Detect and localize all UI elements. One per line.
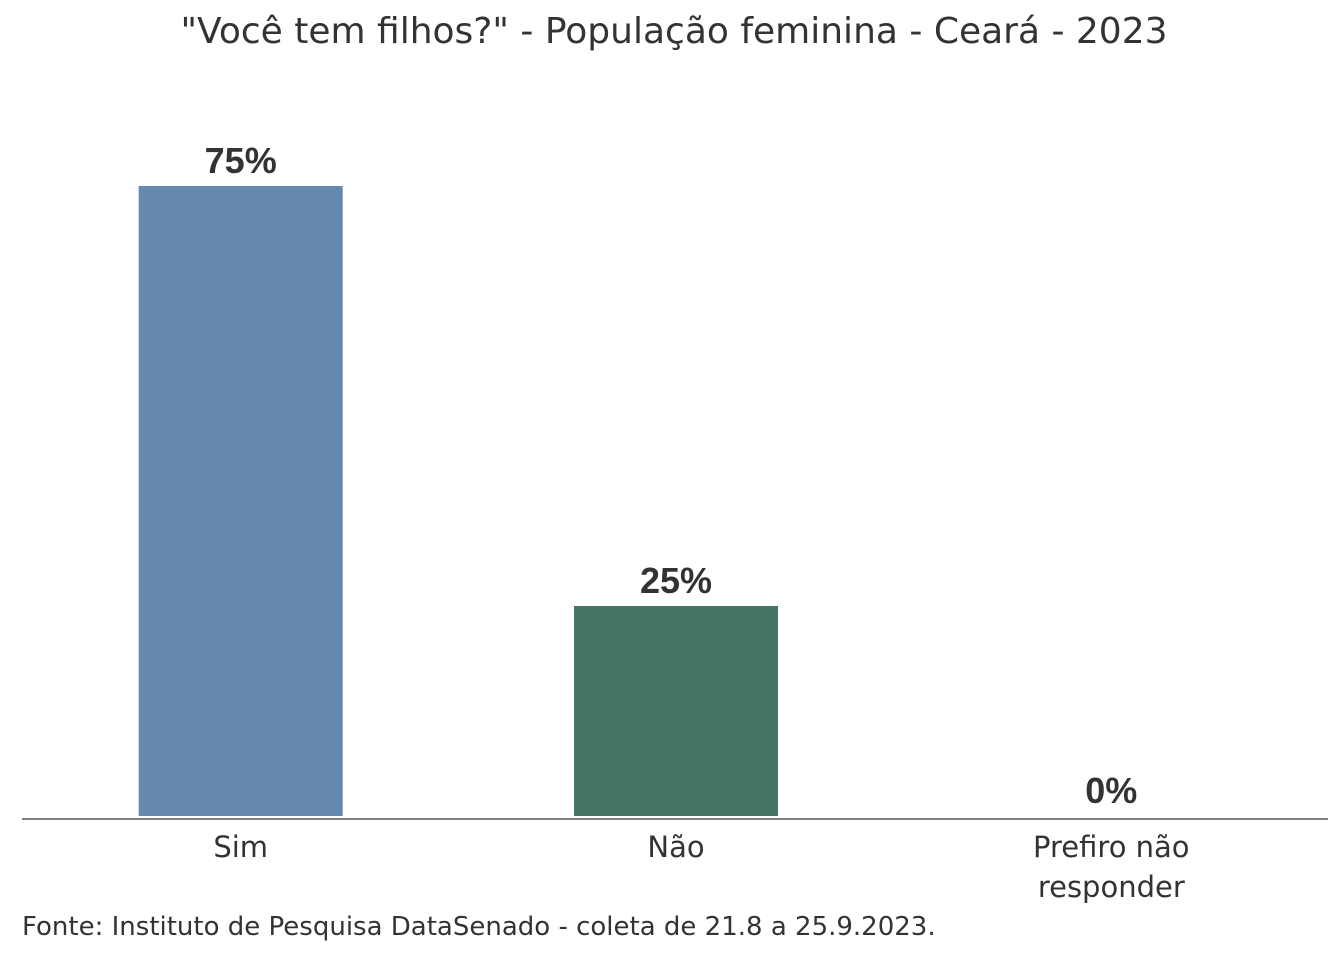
x-tick-label-line: responder <box>1038 870 1185 904</box>
x-tick-label: Não <box>647 830 704 864</box>
x-tick-label: Prefiro não responder <box>1033 830 1190 904</box>
bar-value-label: 0% <box>1085 770 1137 811</box>
x-tick-label-line: Prefiro não <box>1033 830 1190 864</box>
bar-0 <box>138 186 343 816</box>
chart-title: "Você tem filhos?" - População feminina … <box>180 11 1167 52</box>
x-tick-label: Sim <box>213 830 268 864</box>
bar-value-label: 25% <box>640 560 712 601</box>
bar-1 <box>574 606 778 816</box>
x-tick-label-line: Sim <box>213 830 268 864</box>
bar-chart: "Você tem filhos?" - População feminina … <box>22 11 1328 904</box>
x-tick-label-line: Não <box>647 830 704 864</box>
bar-value-label: 75% <box>205 140 277 181</box>
source-note: Fonte: Instituto de Pesquisa DataSenado … <box>22 912 936 942</box>
